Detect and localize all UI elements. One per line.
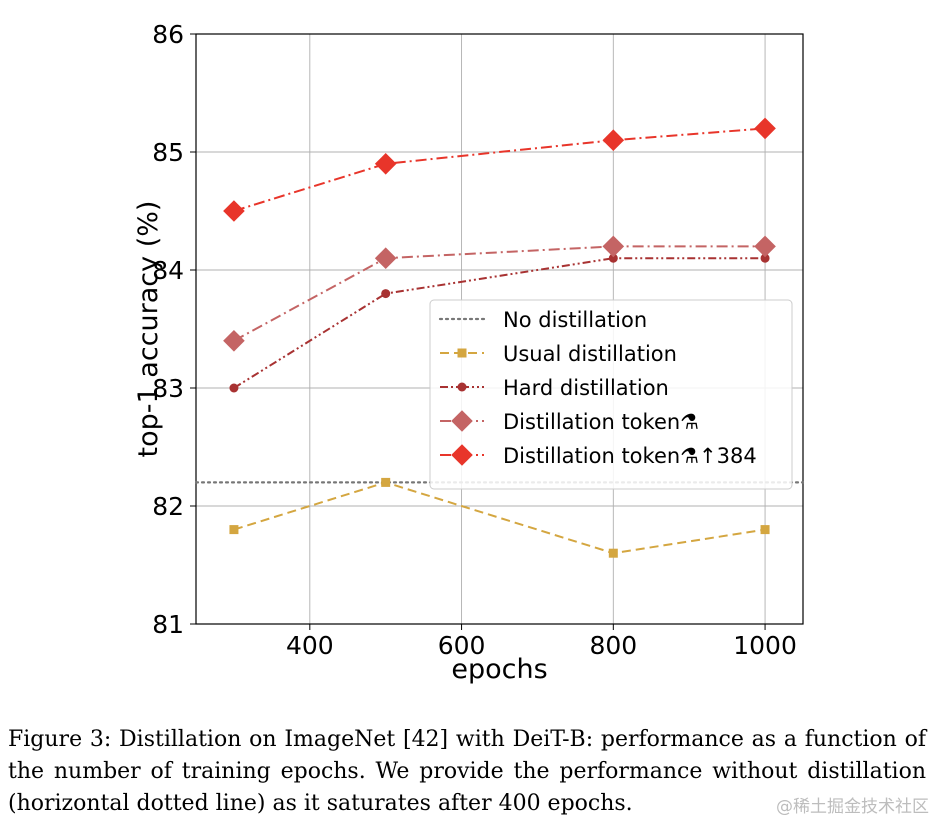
series-distillation-token-384 (223, 117, 776, 222)
y-tick-label: 81 (152, 610, 184, 639)
data-point (223, 200, 245, 222)
series-line (233, 245, 766, 342)
plot-frame (195, 33, 804, 625)
x-tick-label: 600 (438, 631, 486, 660)
data-point (760, 253, 770, 263)
y-tick-label: 82 (152, 492, 184, 521)
legend-marker (451, 444, 473, 466)
data-point (602, 129, 625, 151)
legend-entry-usual-distillation: Usual distillation (440, 342, 677, 366)
data-point (374, 247, 397, 269)
legend-label: Hard distillation (503, 376, 669, 400)
y-axis-label: top-1 accuracy (%) (133, 201, 164, 458)
y-tick-label: 86 (152, 20, 184, 49)
data-point (381, 289, 391, 299)
series-line (233, 257, 766, 389)
legend-label: Distillation token⚗↑384 (503, 444, 757, 468)
series-line (233, 481, 766, 555)
axis-ticks: 400 600 800 1000 81 82 83 84 85 86 (152, 20, 797, 660)
x-axis-label: epochs (451, 654, 547, 685)
series-hard-distillation (229, 253, 770, 393)
data-point (760, 525, 770, 535)
legend-label: Distillation token⚗ (503, 410, 699, 434)
x-tick-label: 800 (589, 631, 637, 660)
series-usual-distillation (229, 477, 770, 558)
data-point (381, 477, 391, 487)
legend-entry-hard-distillation: Hard distillation (440, 376, 669, 400)
y-tick-label: 84 (152, 256, 184, 285)
data-point (229, 383, 239, 393)
legend-marker (457, 382, 467, 392)
figure-caption: Figure 3: Distillation on ImageNet [42] … (8, 727, 926, 816)
legend-marker (451, 410, 473, 432)
watermark: @稀土掘金技术社区 (776, 797, 929, 817)
legend-label: No distillation (503, 308, 647, 332)
data-point (223, 330, 245, 352)
data-point (754, 117, 776, 140)
legend: No distillation Usual distillation Hard di… (429, 299, 793, 490)
data-point (602, 235, 625, 258)
x-tick-label: 1000 (733, 631, 797, 660)
data-point (229, 525, 239, 535)
data-point (754, 235, 776, 258)
legend-entry-distillation-token: Distillation token⚗ (440, 410, 699, 434)
x-tick-label: 400 (286, 631, 334, 660)
data-point (608, 253, 618, 263)
legend-entry-no-distillation: No distillation (438, 308, 647, 332)
series-distillation-token (223, 235, 776, 352)
data-point (374, 153, 397, 175)
data-point (608, 548, 618, 558)
legend-entry-distillation-token-384: Distillation token⚗↑384 (440, 444, 757, 468)
legend-marker (457, 348, 467, 358)
legend-box (429, 299, 793, 490)
line-chart: 400 600 800 1000 81 82 83 84 85 86 epochs top-1 a… (133, 20, 805, 685)
legend-label: Usual distillation (503, 342, 677, 366)
y-tick-label: 85 (152, 138, 184, 167)
y-tick-label: 83 (152, 374, 184, 403)
series-line (233, 127, 766, 212)
